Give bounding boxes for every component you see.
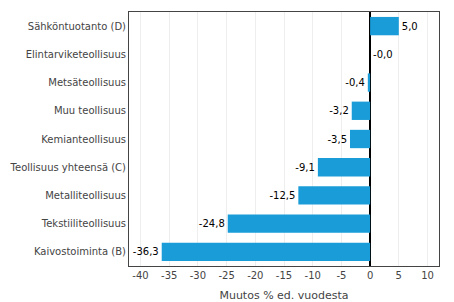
svg-text:-40: -40 <box>132 270 148 281</box>
svg-text:Kemianteollisuus: Kemianteollisuus <box>41 134 126 145</box>
svg-text:-3,2: -3,2 <box>329 105 349 116</box>
svg-text:Kaivostoiminta (B): Kaivostoiminta (B) <box>34 246 126 257</box>
svg-text:Teollisuus yhteensä (C): Teollisuus yhteensä (C) <box>10 162 127 173</box>
svg-text:Sähköntuotanto (D): Sähköntuotanto (D) <box>28 21 126 32</box>
svg-text:-9,1: -9,1 <box>295 162 315 173</box>
svg-text:Metsäteollisuus: Metsäteollisuus <box>48 77 126 88</box>
svg-text:0: 0 <box>367 270 373 281</box>
svg-text:-30: -30 <box>190 270 206 281</box>
svg-text:-15: -15 <box>276 270 292 281</box>
svg-text:Muu teollisuus: Muu teollisuus <box>54 105 126 116</box>
svg-text:-24,8: -24,8 <box>199 218 225 229</box>
svg-text:Muutos % ed. vuodesta: Muutos % ed. vuodesta <box>219 289 348 302</box>
svg-text:-25: -25 <box>218 270 234 281</box>
svg-text:-36,3: -36,3 <box>133 246 159 257</box>
svg-text:-0,0: -0,0 <box>373 49 393 60</box>
svg-text:-12,5: -12,5 <box>269 190 295 201</box>
svg-text:10: 10 <box>421 270 434 281</box>
svg-text:-3,5: -3,5 <box>328 134 348 145</box>
svg-text:-20: -20 <box>247 270 263 281</box>
svg-text:Elintarviketeollisuus: Elintarviketeollisuus <box>26 49 126 60</box>
svg-text:5,0: 5,0 <box>402 21 418 32</box>
svg-text:-10: -10 <box>305 270 321 281</box>
svg-text:5: 5 <box>396 270 402 281</box>
svg-text:Metalliteollisuus: Metalliteollisuus <box>45 190 126 201</box>
svg-text:Tekstiiliteollisuus: Tekstiiliteollisuus <box>41 218 126 229</box>
svg-text:-5: -5 <box>336 270 346 281</box>
svg-text:-0,4: -0,4 <box>345 77 365 88</box>
svg-text:-35: -35 <box>161 270 177 281</box>
